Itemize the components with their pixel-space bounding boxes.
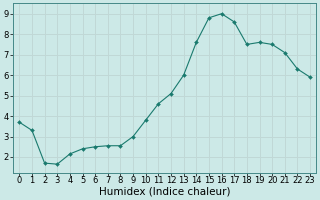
X-axis label: Humidex (Indice chaleur): Humidex (Indice chaleur) xyxy=(99,187,230,197)
